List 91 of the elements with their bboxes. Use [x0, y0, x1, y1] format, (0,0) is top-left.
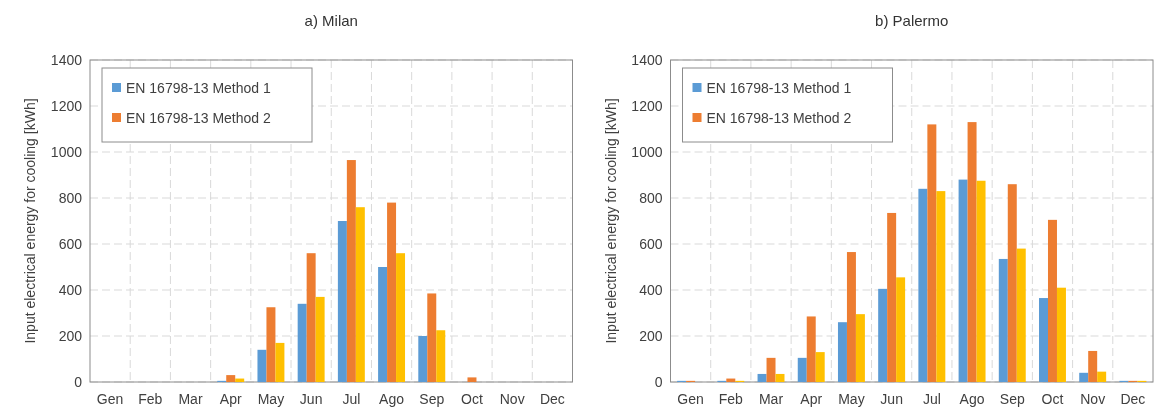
- x-tick-label: Apr: [219, 391, 242, 407]
- bar: [306, 253, 316, 382]
- x-tick-label: Oct: [1041, 391, 1064, 407]
- legend-label: EN 16798-13 Method 2: [126, 109, 271, 126]
- bar: [927, 124, 937, 382]
- y-tick-label: 1000: [631, 143, 663, 160]
- legend-label: EN 16798-13 Method 2: [706, 109, 852, 126]
- bar: [257, 349, 267, 382]
- x-tick-label: Nov: [499, 391, 525, 407]
- y-tick-label: 1200: [50, 97, 83, 114]
- bar: [936, 191, 946, 382]
- y-tick-label: 1000: [50, 143, 83, 160]
- x-tick-label: Oct: [461, 391, 483, 407]
- x-tick-label: Jul: [342, 391, 361, 407]
- y-tick-label: 0: [74, 373, 83, 390]
- bar: [315, 296, 325, 382]
- x-tick-label: Gen: [96, 391, 124, 407]
- bar: [757, 373, 767, 382]
- bar: [1056, 287, 1066, 382]
- y-tick-label: 800: [639, 189, 663, 206]
- bar: [396, 253, 406, 382]
- x-tick-label: Gen: [677, 391, 704, 407]
- bar: [467, 377, 477, 382]
- y-tick-label: 1400: [50, 51, 83, 68]
- bar: [815, 352, 825, 382]
- x-tick-label: Feb: [718, 391, 744, 407]
- y-tick-label: 600: [58, 235, 83, 252]
- bar: [1047, 219, 1057, 382]
- x-tick-label: Jul: [922, 391, 941, 407]
- x-tick-label: Nov: [1080, 391, 1106, 407]
- y-tick-label: 200: [639, 327, 663, 344]
- bar: [436, 330, 446, 382]
- bar: [1016, 248, 1026, 382]
- bar: [387, 202, 397, 382]
- bar: [297, 303, 307, 382]
- bar: [806, 316, 816, 382]
- bar: [855, 314, 865, 382]
- bar: [275, 342, 285, 382]
- bar: [967, 122, 977, 382]
- x-tick-label: Dec: [539, 391, 565, 407]
- bar: [766, 357, 776, 382]
- y-tick-label: 0: [654, 373, 663, 390]
- x-tick-label: Mar: [758, 391, 784, 407]
- bar: [797, 357, 807, 382]
- chart-title: b) Palermo: [875, 12, 949, 29]
- bar: [1079, 372, 1089, 382]
- bar: [837, 322, 847, 382]
- x-tick-label: Ago: [959, 391, 985, 407]
- x-tick-label: Dec: [1120, 391, 1146, 407]
- bar: [355, 207, 365, 382]
- bar: [346, 160, 356, 382]
- bar: [418, 336, 428, 382]
- bar: [918, 188, 928, 382]
- bar: [1007, 184, 1017, 382]
- y-tick-label: 600: [639, 235, 663, 252]
- x-tick-label: Apr: [800, 391, 823, 407]
- bar: [1039, 298, 1048, 382]
- x-tick-label: Jun: [299, 391, 323, 407]
- x-tick-label: May: [838, 391, 865, 407]
- chart-title: a) Milan: [304, 12, 358, 29]
- y-tick-label: 1200: [631, 97, 663, 114]
- y-tick-label: 800: [58, 189, 83, 206]
- bar: [846, 252, 856, 382]
- legend-label: EN 16798-13 Method 1: [706, 79, 852, 96]
- bar: [266, 307, 276, 382]
- bar: [976, 180, 986, 382]
- legend-label: EN 16798-13 Method 1: [126, 79, 271, 96]
- x-tick-label: Sep: [419, 391, 445, 407]
- bar: [337, 221, 347, 382]
- x-tick-label: May: [257, 391, 285, 407]
- bar: [1097, 371, 1107, 382]
- bar: [958, 179, 968, 382]
- y-axis-title: Input electrical energy for cooling [kWh]: [602, 98, 619, 344]
- x-tick-label: Feb: [138, 391, 163, 407]
- bar: [378, 267, 388, 382]
- x-tick-label: Jun: [880, 391, 903, 407]
- bar: [1088, 350, 1098, 382]
- bar: [878, 288, 888, 382]
- x-tick-label: Ago: [379, 391, 405, 407]
- y-tick-label: 1400: [631, 51, 663, 68]
- y-tick-label: 400: [58, 281, 83, 298]
- bar: [427, 293, 437, 382]
- bar: [896, 277, 906, 382]
- bar: [998, 258, 1008, 382]
- y-tick-label: 200: [58, 327, 83, 344]
- y-tick-label: 400: [639, 281, 663, 298]
- bar: [226, 375, 236, 382]
- x-tick-label: Mar: [178, 391, 203, 407]
- x-tick-label: Sep: [999, 391, 1025, 407]
- y-axis-title: Input electrical energy for cooling [kWh]: [22, 98, 38, 344]
- bar: [887, 212, 897, 382]
